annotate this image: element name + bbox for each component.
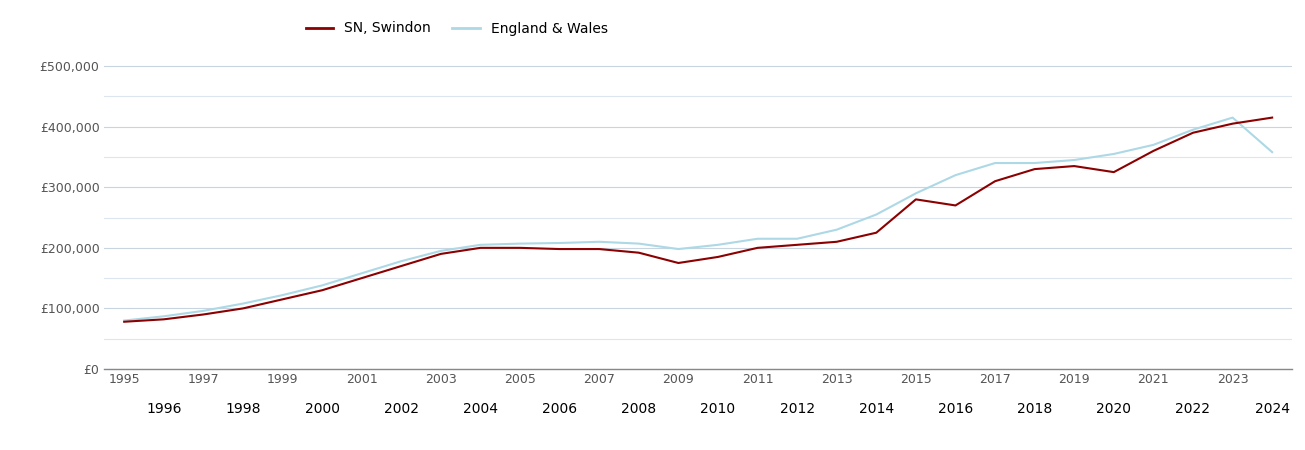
England & Wales xyxy=(512,241,527,246)
England & Wales xyxy=(116,318,132,323)
SN, Swindon xyxy=(512,245,527,251)
England & Wales xyxy=(1105,151,1121,157)
England & Wales xyxy=(1027,160,1043,166)
SN, Swindon xyxy=(275,297,291,302)
SN, Swindon xyxy=(829,239,844,244)
England & Wales xyxy=(790,236,805,242)
SN, Swindon xyxy=(433,251,449,256)
England & Wales xyxy=(433,248,449,254)
SN, Swindon xyxy=(1027,166,1043,172)
SN, Swindon xyxy=(196,312,211,317)
England & Wales xyxy=(632,241,647,246)
England & Wales xyxy=(749,236,765,242)
England & Wales xyxy=(1146,142,1161,148)
England & Wales xyxy=(275,292,291,298)
Legend: SN, Swindon, England & Wales: SN, Swindon, England & Wales xyxy=(300,16,613,41)
SN, Swindon xyxy=(235,306,251,311)
England & Wales xyxy=(393,258,408,264)
SN, Swindon xyxy=(354,275,369,281)
England & Wales xyxy=(710,242,726,248)
England & Wales xyxy=(591,239,607,244)
England & Wales xyxy=(1066,158,1082,163)
SN, Swindon xyxy=(947,203,963,208)
England & Wales xyxy=(908,191,924,196)
SN, Swindon xyxy=(552,246,568,252)
SN, Swindon xyxy=(1185,130,1201,135)
England & Wales xyxy=(472,242,488,248)
England & Wales xyxy=(1224,115,1240,120)
SN, Swindon xyxy=(116,319,132,324)
SN, Swindon xyxy=(1146,148,1161,153)
SN, Swindon xyxy=(1066,163,1082,169)
England & Wales xyxy=(1265,149,1280,155)
SN, Swindon xyxy=(671,260,686,265)
SN, Swindon xyxy=(710,254,726,260)
SN, Swindon xyxy=(1105,169,1121,175)
SN, Swindon xyxy=(155,317,171,322)
Line: England & Wales: England & Wales xyxy=(124,117,1272,320)
England & Wales xyxy=(947,172,963,178)
SN, Swindon xyxy=(472,245,488,251)
England & Wales xyxy=(829,227,844,232)
England & Wales xyxy=(235,301,251,306)
SN, Swindon xyxy=(1265,115,1280,120)
SN, Swindon xyxy=(632,250,647,256)
SN, Swindon xyxy=(749,245,765,251)
England & Wales xyxy=(155,314,171,319)
SN, Swindon xyxy=(790,242,805,248)
SN, Swindon xyxy=(315,288,330,293)
England & Wales xyxy=(671,246,686,252)
SN, Swindon xyxy=(393,263,408,269)
England & Wales xyxy=(552,240,568,246)
England & Wales xyxy=(868,212,883,217)
SN, Swindon xyxy=(868,230,883,235)
SN, Swindon xyxy=(1224,121,1240,126)
SN, Swindon xyxy=(908,197,924,202)
England & Wales xyxy=(354,270,369,276)
England & Wales xyxy=(315,283,330,288)
England & Wales xyxy=(988,160,1004,166)
Line: SN, Swindon: SN, Swindon xyxy=(124,117,1272,322)
SN, Swindon xyxy=(591,246,607,252)
England & Wales xyxy=(196,308,211,314)
England & Wales xyxy=(1185,127,1201,132)
SN, Swindon xyxy=(988,179,1004,184)
